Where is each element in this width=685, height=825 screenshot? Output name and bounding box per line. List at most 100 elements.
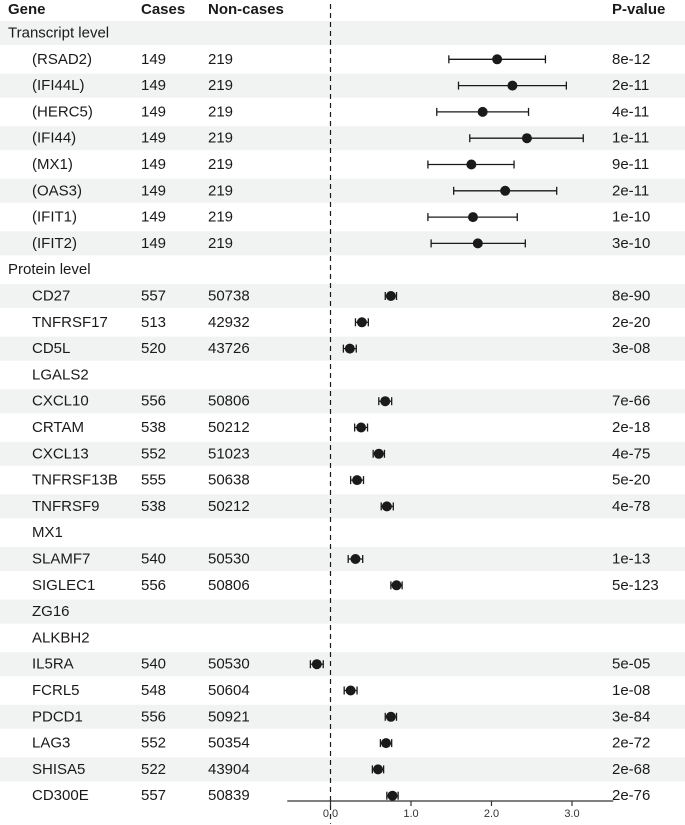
point-estimate [391, 580, 402, 591]
table-row: (OAS3) 149 219 2e-11 [32, 182, 649, 199]
table-row: TNFRSF13B 555 50638 5e-20 [32, 472, 650, 489]
noncases-value: 50212 [208, 419, 250, 436]
point-estimate [345, 685, 356, 696]
gene-label: MX1 [32, 524, 63, 541]
pvalue-value: 2e-72 [612, 735, 650, 752]
point-estimate [344, 343, 355, 354]
noncases-value: 219 [208, 235, 233, 252]
table-row: FCRL5 548 50604 1e-08 [32, 682, 650, 699]
table-row: PDCD1 556 50921 3e-84 [32, 708, 650, 725]
row-band [0, 389, 685, 414]
pvalue-value: 4e-11 [612, 103, 649, 120]
point-estimate [352, 475, 363, 486]
noncases-value: 51023 [208, 445, 250, 462]
table-row: (IFIT1) 149 219 1e-10 [32, 209, 650, 226]
cases-value: 552 [141, 445, 166, 462]
gene-label: SIGLEC1 [32, 577, 95, 594]
cases-value: 149 [141, 103, 166, 120]
point-estimate [385, 711, 396, 722]
point-estimate [385, 291, 396, 301]
gene-label: SLAMF7 [32, 551, 90, 568]
point-estimate [311, 659, 322, 670]
table-row: LAG3 552 50354 2e-72 [32, 735, 650, 752]
cases-value: 522 [141, 761, 166, 778]
point-estimate [372, 764, 383, 775]
table-row: (IFI44) 149 219 1e-11 [32, 130, 649, 147]
row-band [0, 284, 685, 308]
noncases-value: 50530 [208, 551, 250, 568]
x-tick-label: 2.0 [484, 808, 499, 820]
gene-label: ZG16 [32, 603, 70, 620]
cases-value: 540 [141, 656, 166, 673]
pvalue-value: 5e-05 [612, 656, 650, 673]
cases-value: 538 [141, 419, 166, 436]
cases-value: 520 [141, 340, 166, 357]
pvalue-value: 2e-18 [612, 419, 650, 436]
gene-label: IL5RA [32, 656, 74, 673]
gene-label: (IFI44L) [32, 77, 85, 94]
rows: Transcript level (RSAD2) 149 219 8e-12 (IFI44… [8, 25, 659, 805]
cases-value: 149 [141, 209, 166, 226]
table-row: TNFRSF9 538 50212 4e-78 [32, 498, 650, 515]
table-row: (MX1) 149 219 9e-11 [32, 156, 649, 173]
point-estimate [350, 554, 361, 564]
point-estimate [507, 80, 518, 91]
pvalue-value: 2e-11 [612, 182, 649, 199]
pvalue-value: 2e-68 [612, 761, 650, 778]
cases-value: 149 [141, 235, 166, 252]
row-band [0, 178, 685, 203]
x-tick-label: 0.0 [323, 808, 338, 820]
gene-label: CXCL13 [32, 445, 89, 462]
gene-label: SHISA5 [32, 761, 85, 778]
section-row: Protein level [8, 261, 91, 278]
row-band [0, 441, 685, 466]
pvalue-value: 3e-84 [612, 708, 650, 725]
gene-label: (IFIT2) [32, 235, 77, 252]
table-row: TNFRSF17 513 42932 2e-20 [32, 314, 650, 331]
table-row: (RSAD2) 149 219 8e-12 [32, 51, 650, 68]
table-row: SLAMF7 540 50530 1e-13 [32, 551, 650, 568]
cases-value: 149 [141, 130, 166, 147]
x-axis: 0.0 1.0 2.0 3.0 [287, 800, 614, 820]
gene-label: (RSAD2) [32, 51, 92, 68]
table-row: IL5RA 540 50530 5e-05 [32, 656, 650, 673]
row-bands [0, 21, 685, 782]
row-band [0, 21, 685, 45]
row-band [0, 547, 685, 571]
cases-value: 149 [141, 51, 166, 68]
noncases-value: 42932 [208, 314, 250, 331]
row-band [0, 757, 685, 782]
gene-label: PDCD1 [32, 708, 83, 725]
noncases-value: 50839 [208, 787, 250, 804]
table-row: (HERC5) 149 219 4e-11 [32, 103, 649, 120]
noncases-value: 43904 [208, 761, 250, 778]
table-row: (IFIT2) 149 219 3e-10 [32, 235, 650, 252]
point-estimate [467, 212, 478, 223]
pvalue-value: 1e-08 [612, 682, 650, 699]
point-estimate [477, 106, 488, 117]
gene-label: (HERC5) [32, 103, 93, 120]
cases-value: 557 [141, 787, 166, 804]
table-row: ALKBH2 [32, 629, 90, 646]
noncases-value: 219 [208, 156, 233, 173]
gene-label: CD27 [32, 288, 70, 305]
section-label: Transcript level [8, 25, 109, 42]
x-tick-label: 3.0 [564, 808, 579, 820]
cases-value: 149 [141, 77, 166, 94]
header-noncases: Non-cases [208, 1, 284, 18]
table-row: (IFI44L) 149 219 2e-11 [32, 77, 649, 94]
row-band [0, 704, 685, 729]
pvalue-value: 8e-90 [612, 288, 650, 305]
section-row: Transcript level [8, 25, 109, 42]
point-estimate [472, 238, 483, 249]
table-row: SIGLEC1 556 50806 5e-123 [32, 577, 659, 594]
gene-label: (IFI44) [32, 130, 76, 147]
noncases-value: 50354 [208, 735, 250, 752]
point-estimate [492, 54, 503, 65]
table-row: CXCL13 552 51023 4e-75 [32, 445, 650, 462]
header-pvalue: P-value [612, 1, 665, 18]
point-estimate [387, 790, 398, 801]
cases-value: 513 [141, 314, 166, 331]
pvalue-value: 4e-78 [612, 498, 650, 515]
section-label: Protein level [8, 261, 91, 278]
